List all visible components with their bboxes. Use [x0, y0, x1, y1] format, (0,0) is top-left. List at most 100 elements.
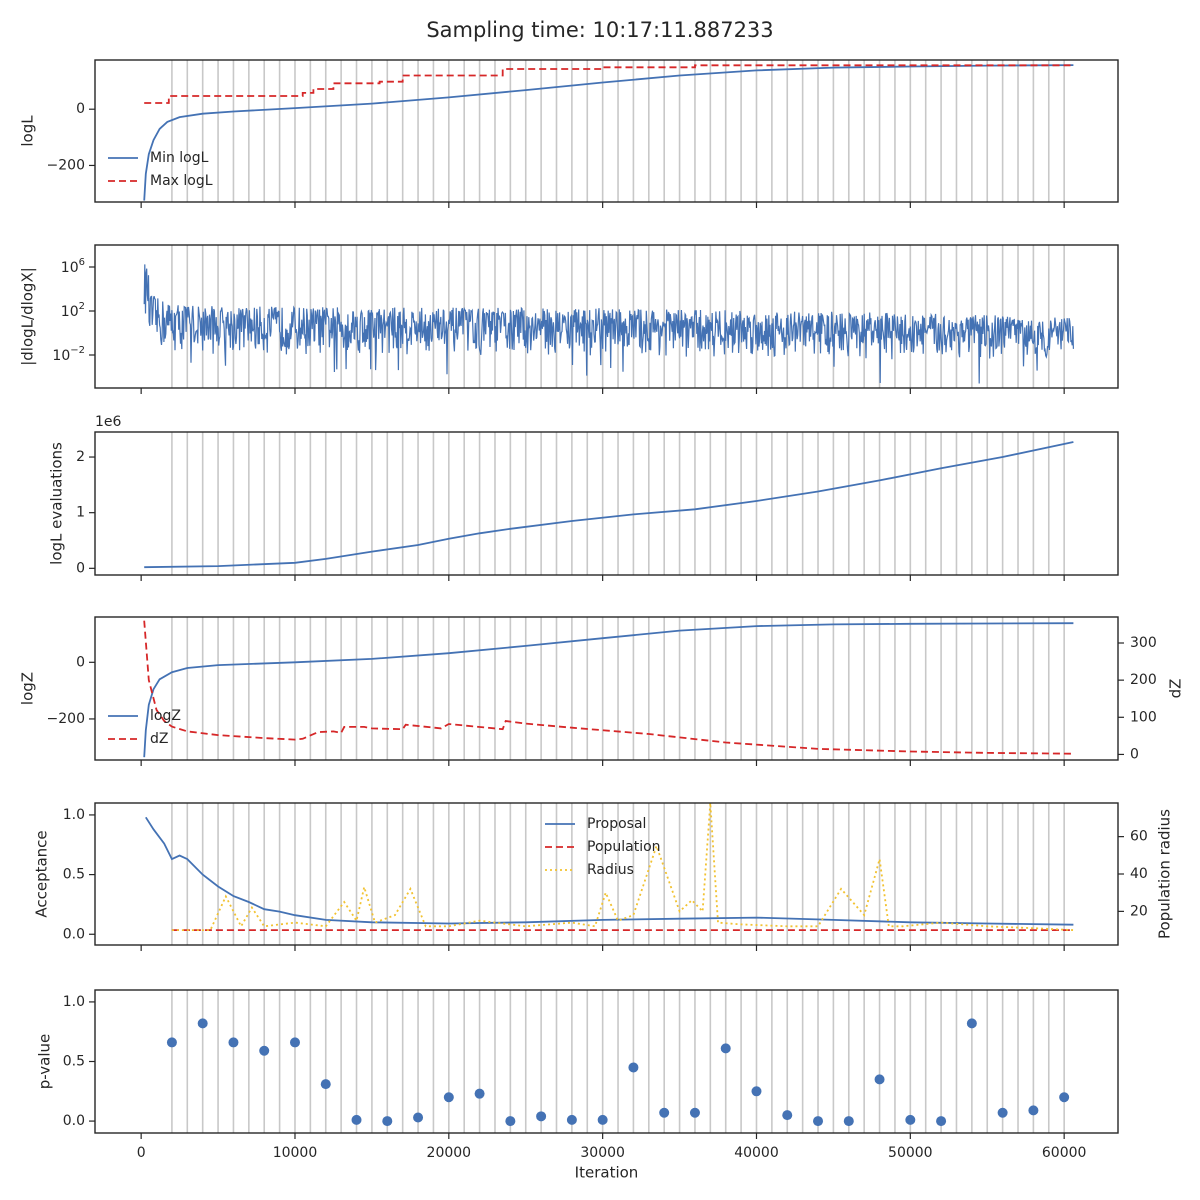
panel-acceptance: 0.0 0.5 1.0 20 40 60 Acceptance Population radi…	[33, 802, 1174, 951]
p-value-point	[966, 1018, 977, 1029]
y2-tick-label: 40	[1130, 866, 1148, 882]
legend: Proposal Population Radius	[545, 816, 661, 878]
p-value-point	[689, 1107, 700, 1118]
series-group	[144, 441, 1074, 569]
axes-frame	[94, 59, 1119, 203]
x-tick-label: 30000	[580, 1145, 625, 1161]
series-group	[143, 264, 1074, 384]
dz-series-line	[143, 620, 1074, 755]
y2-axis-label: dZ	[1167, 679, 1185, 699]
iteration-markers	[171, 60, 1065, 202]
y-tick-label: 1	[76, 505, 85, 521]
iteration-markers	[171, 432, 1065, 575]
legend-label: Population	[587, 839, 661, 855]
y2-tick-label: 60	[1130, 829, 1148, 845]
p-value-point	[751, 1086, 762, 1097]
legend: logZ dZ	[108, 708, 181, 747]
y-tick-label: −200	[47, 711, 85, 727]
dlogl-series-line	[143, 264, 1074, 384]
p-value-point	[1059, 1092, 1070, 1103]
p-value-point	[782, 1110, 793, 1121]
y-axis-label: logZ	[19, 672, 37, 705]
y2-tick-label: 20	[1130, 903, 1148, 919]
y-tick-label: 0	[76, 101, 85, 117]
axes-frame	[94, 244, 1119, 389]
p-value-point	[843, 1116, 854, 1127]
panel-p-value: 0.0 0.5 1.0 0 10000 20000 30000 40000 50000 60000…	[36, 989, 1119, 1182]
y-tick-label: 10−2	[52, 345, 85, 364]
figure-title: Sampling time: 10:17:11.887233	[426, 18, 774, 42]
proposal-series-line	[145, 816, 1074, 926]
iteration-markers	[171, 245, 1065, 388]
y-axis-label: p-value	[36, 1034, 54, 1090]
legend-label: dZ	[150, 731, 168, 747]
p-value-point	[659, 1107, 670, 1118]
p-value-point	[628, 1062, 639, 1073]
p-value-point	[997, 1107, 1008, 1118]
y-tick-label: 1.0	[63, 807, 85, 823]
p-value-point	[443, 1092, 454, 1103]
y-tick-label: 0.0	[63, 926, 85, 942]
p-value-point	[936, 1116, 947, 1127]
min-logl-series-line	[143, 64, 1074, 201]
p-value-point	[259, 1045, 270, 1056]
max-logl-series-line	[144, 64, 1074, 104]
series-group	[166, 1018, 1070, 1127]
y2-tick-label: 100	[1130, 709, 1157, 725]
y-tick-label: −200	[47, 157, 85, 173]
radius-series-line	[171, 803, 1074, 931]
legend-label: Max logL	[150, 173, 213, 189]
x-tick-label: 0	[137, 1145, 146, 1161]
y2-tick-label: 0	[1130, 746, 1139, 762]
p-value-point	[597, 1114, 608, 1125]
y-tick-label: 0.5	[63, 867, 85, 883]
y-tick-label: 1.0	[63, 994, 85, 1010]
axes-frame	[94, 431, 1119, 576]
series-group	[143, 620, 1074, 758]
p-value-point	[351, 1114, 362, 1125]
p-value-point	[197, 1018, 208, 1029]
p-value-point	[166, 1037, 177, 1048]
x-axis-label: Iteration	[575, 1164, 639, 1182]
p-value-point	[905, 1114, 916, 1125]
series-group	[143, 64, 1074, 201]
iteration-markers	[171, 803, 1065, 945]
y2-tick-label: 300	[1130, 635, 1157, 651]
p-value-point	[228, 1037, 239, 1048]
y-axis-label: logL	[19, 115, 37, 147]
x-tick-label: 60000	[1042, 1145, 1087, 1161]
legend: Min logL Max logL	[108, 150, 213, 189]
legend-label: Proposal	[587, 816, 646, 832]
y2-tick-label: 200	[1130, 672, 1157, 688]
p-value-point	[289, 1037, 300, 1048]
p-value-point	[505, 1116, 516, 1127]
logl-evaluations-series-line	[144, 441, 1074, 569]
series-group	[145, 803, 1074, 931]
x-tick-label: 10000	[273, 1145, 318, 1161]
p-value-point	[566, 1114, 577, 1125]
y-axis-label: Acceptance	[33, 830, 51, 917]
p-value-point	[320, 1079, 331, 1090]
p-value-point	[474, 1088, 485, 1099]
p-value-point	[1028, 1105, 1039, 1116]
y-offset-label: 1e6	[95, 414, 122, 430]
x-tick-label: 40000	[734, 1145, 779, 1161]
y-tick-label: 2	[76, 449, 85, 465]
panel-dlogl-dlogx: 106 102 10−2 |dlogL/dlogX|	[19, 244, 1119, 394]
y-axis-label: logL evaluations	[48, 442, 66, 565]
panel-logl-evaluations: 0 1 2 logL evaluations 1e6	[48, 414, 1119, 581]
p-value-point	[413, 1112, 424, 1123]
p-value-point	[813, 1116, 824, 1127]
iteration-markers	[171, 617, 1065, 760]
y-tick-label: 0	[76, 654, 85, 670]
p-value-point	[536, 1111, 547, 1122]
y-tick-label: 106	[61, 257, 85, 276]
legend-label: logZ	[150, 708, 181, 724]
legend-label: Radius	[587, 862, 634, 878]
p-value-point	[382, 1116, 393, 1127]
p-value-point	[720, 1043, 731, 1054]
panel-logl: 0 −200 logL Min logL Max logL	[19, 59, 1119, 208]
x-tick-label: 50000	[888, 1145, 933, 1161]
logz-series-line	[143, 622, 1074, 758]
